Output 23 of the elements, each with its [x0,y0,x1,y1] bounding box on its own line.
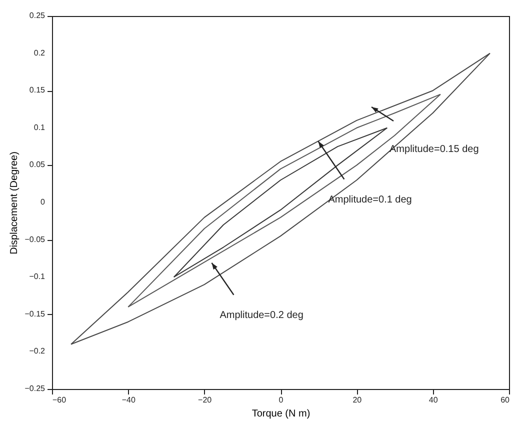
y-tick-label: 0 [40,198,46,206]
y-tick-label: −0.15 [24,309,46,318]
y-axis-title: Displacement (Degree) [9,152,20,254]
y-tick-label: 0.1 [34,122,46,132]
y-tick-label: −0.2 [29,346,46,356]
annotation: Amplitude=0.15 deg [390,144,479,155]
y-tick-label: −0.25 [24,384,46,393]
x-tick-label: 60 [500,396,510,404]
x-tick-label: 40 [428,396,438,404]
annotation: Amplitude=0.2 deg [220,310,304,321]
x-tick-label: 0 [278,396,284,404]
x-tick-label: −40 [122,396,136,404]
annotation: Amplitude=0.1 deg [328,194,412,206]
x-tick-label: −20 [198,396,212,404]
x-tick-label: −60 [52,396,67,404]
x-tick-label: 20 [352,396,362,404]
y-tick-label: −0.1 [29,272,46,282]
y-tick-label: 0.2 [34,48,46,58]
y-tick-label: −0.05 [24,234,46,244]
x-axis-title: Torque (N m) [252,408,310,420]
y-tick-label: 0.25 [29,11,46,20]
y-tick-label: 0.05 [29,160,46,170]
y-tick-label: 0.15 [29,86,46,95]
